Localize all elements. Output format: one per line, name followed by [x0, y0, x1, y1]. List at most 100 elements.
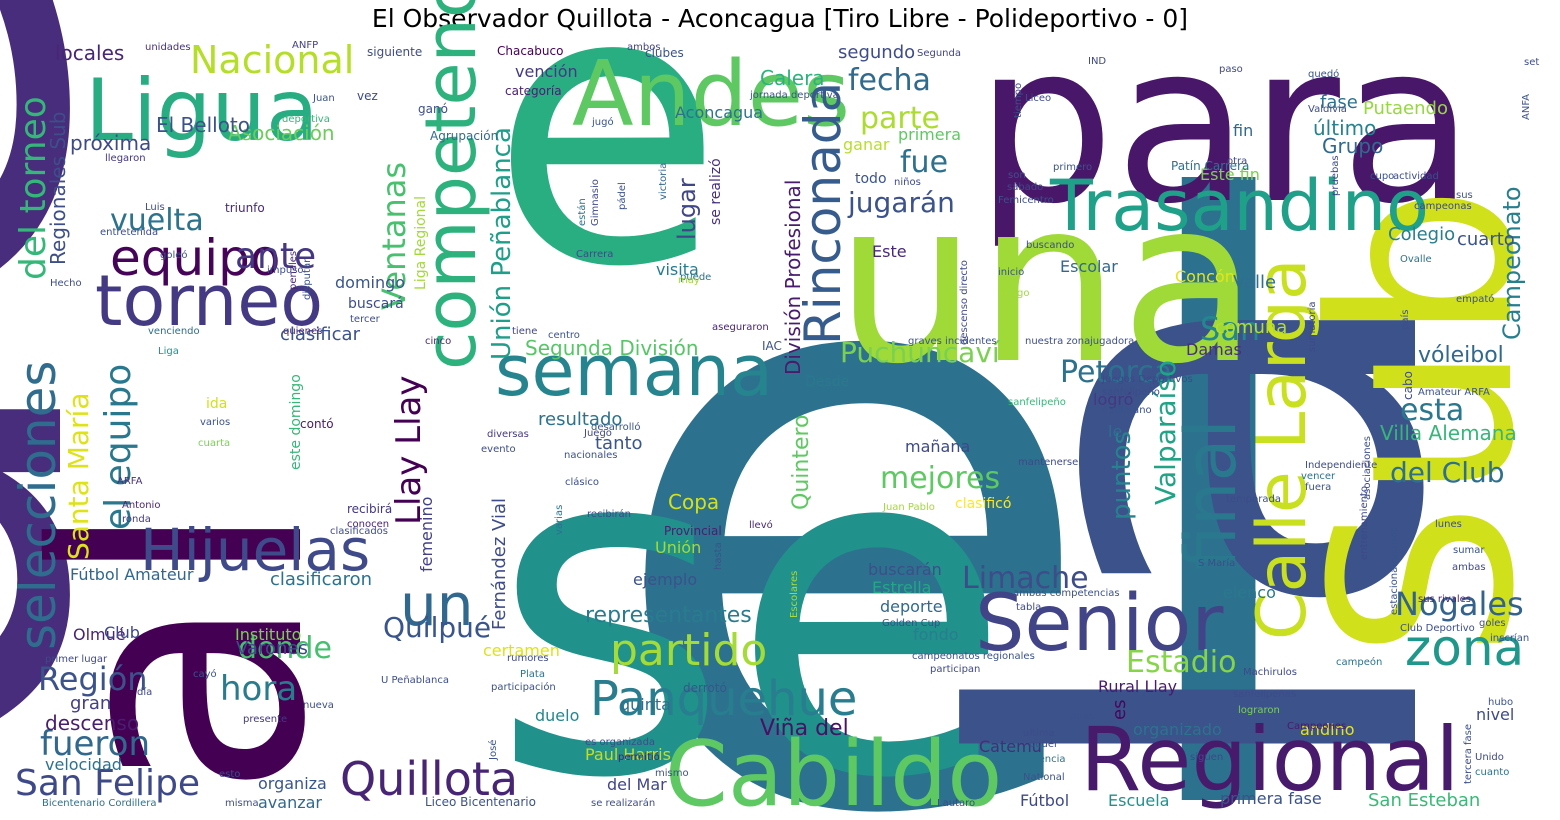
word-siguiente: siguiente: [367, 45, 422, 59]
word-putaendo: Putaendo: [1363, 98, 1448, 119]
word-descenso: descenso: [45, 711, 139, 735]
word-del-torneo: del torneo: [13, 96, 54, 280]
word-se: se: [490, 344, 1013, 820]
word-vuelta: vuelta: [110, 203, 204, 238]
word-proxima: próxima: [70, 131, 151, 155]
word-diversas: diversas: [487, 429, 529, 440]
word-ligua: Ligua: [85, 61, 319, 161]
word-valparaiso: Valparaíso: [1149, 360, 1182, 505]
word-regionales-sub: Regionales Sub: [46, 112, 70, 265]
word-nogales: Nogales: [1395, 585, 1524, 623]
word-todo: todo: [855, 171, 887, 187]
word-varios: varios: [200, 417, 230, 428]
word-sumatoria: sumatoria: [1307, 302, 1318, 352]
word-liga-regional: Liga Regional: [413, 196, 429, 290]
word-tanto: tanto: [595, 433, 643, 454]
word-quienes: quienes: [283, 326, 322, 337]
word-certamen: certamen: [483, 641, 560, 660]
word-permitio: permitió: [618, 751, 660, 763]
word-venciendo: venciendo: [148, 326, 200, 337]
word-amateur-arfa: Amateur ARFA: [1418, 387, 1490, 398]
word-jose: José: [487, 740, 499, 761]
word-campeonato: Campeonato: [1498, 186, 1526, 340]
word-tiene: tiene: [512, 326, 537, 337]
word-entretenida: entretenida: [100, 227, 158, 238]
word-primer-lugar: primer lugar: [45, 654, 108, 665]
word-gran: gran: [70, 693, 111, 714]
word-limache: Limache: [962, 561, 1089, 596]
word-sanfelipeno-2: sanfelipeño: [1008, 397, 1066, 408]
word-sabado: sábado: [1007, 181, 1043, 193]
word-gimnasio: Gimnasio: [590, 179, 601, 226]
word-rumores: rumores: [507, 653, 549, 664]
word-patin-carrera: Patín Carrera: [1171, 159, 1249, 173]
word-hecho: Hecho: [50, 278, 82, 289]
word-sanfelipenas: sanfelipeñas: [1233, 689, 1296, 700]
word-fue: fue: [900, 145, 948, 180]
word-se-realizaran: se realizarán: [591, 797, 655, 809]
word-el-equipo: el equipo: [98, 364, 139, 530]
word-calera: Calera: [760, 66, 825, 90]
word-cuanto: cuanto: [1475, 767, 1509, 778]
word-fuera: fuera: [1305, 482, 1331, 493]
word-provincial: Provincial: [664, 524, 722, 538]
word-pais: país: [1399, 310, 1411, 330]
word-panquehue: Panquehue: [590, 671, 857, 727]
word-nueva: nueva: [303, 700, 334, 711]
word-club: Club: [104, 623, 140, 642]
word-quintero: Quintero: [789, 415, 814, 511]
word-futbol: Fútbol: [1020, 791, 1069, 810]
word-lautaro: Lautaro: [937, 798, 975, 809]
word-anfa: ANFA: [1521, 94, 1532, 120]
word-duelo: duelo: [535, 706, 579, 725]
word-sumar: sumar: [1453, 545, 1485, 556]
word-paso: paso: [1219, 64, 1243, 75]
word-llevo: llevó: [749, 519, 773, 531]
word-set: set: [1524, 57, 1539, 68]
word-del-club: del Club: [1390, 456, 1505, 489]
word-andes: Andes: [572, 42, 850, 147]
word-ovalle: Ovalle: [1400, 254, 1432, 265]
word-plata: Plata: [520, 669, 545, 680]
word-agrupacion: Agrupación: [430, 129, 498, 143]
word-rinconada: Rinconada: [794, 82, 852, 345]
word-pruebas: pruebas: [1330, 155, 1341, 196]
word-estan: están: [576, 198, 588, 226]
word-parte: parte: [860, 101, 940, 136]
word-fueron: fueron: [40, 724, 150, 764]
word-primera: primera: [898, 125, 961, 144]
word-primero: primero: [1053, 162, 1092, 173]
word-llegaron: llegaron: [105, 153, 146, 164]
word-mantenerse: mantenerse: [1018, 457, 1078, 468]
word-hubo: hubo: [1488, 697, 1513, 708]
word-segunda: Segunda: [917, 48, 961, 59]
word-san: San: [1200, 310, 1260, 348]
word-femenino: femenino: [417, 497, 436, 572]
word-luis: Luis: [145, 202, 165, 213]
word-jugo: jugó: [591, 116, 614, 128]
word-juan: Juan: [312, 93, 335, 104]
word-voleibol: vóleibol: [1418, 343, 1504, 368]
word-nacionales: nacionales: [564, 450, 617, 461]
word-jugaran: jugarán: [847, 186, 955, 219]
word-buscando: buscando: [1026, 240, 1074, 251]
word-ganar: ganar: [843, 135, 890, 154]
word-organizado: organizado: [1133, 720, 1222, 739]
word-descenso-directo: descenso directo: [959, 260, 970, 345]
word-cupo: cupo: [1370, 171, 1394, 182]
word-e: e: [490, 0, 724, 350]
word-liceo-bicentenario: Liceo Bicentenario: [425, 795, 536, 809]
word-quinta: quinta: [620, 695, 671, 714]
word-petorca: Petorca: [1060, 355, 1172, 390]
word-arfa: ARFA: [117, 476, 143, 487]
word-ida: ida: [206, 396, 227, 412]
word-copa: Copa: [668, 490, 719, 514]
word-dia: día: [137, 686, 152, 698]
word-regional: Regional: [1080, 708, 1460, 811]
word-sus-rivales: sus rivales: [1418, 594, 1471, 605]
word-se-realizo: se realizó: [708, 158, 724, 225]
word-clasificar: clasificar: [280, 324, 361, 345]
word-juan-pablo: Juan Pablo: [882, 502, 935, 513]
word-gano: ganó: [418, 102, 448, 116]
